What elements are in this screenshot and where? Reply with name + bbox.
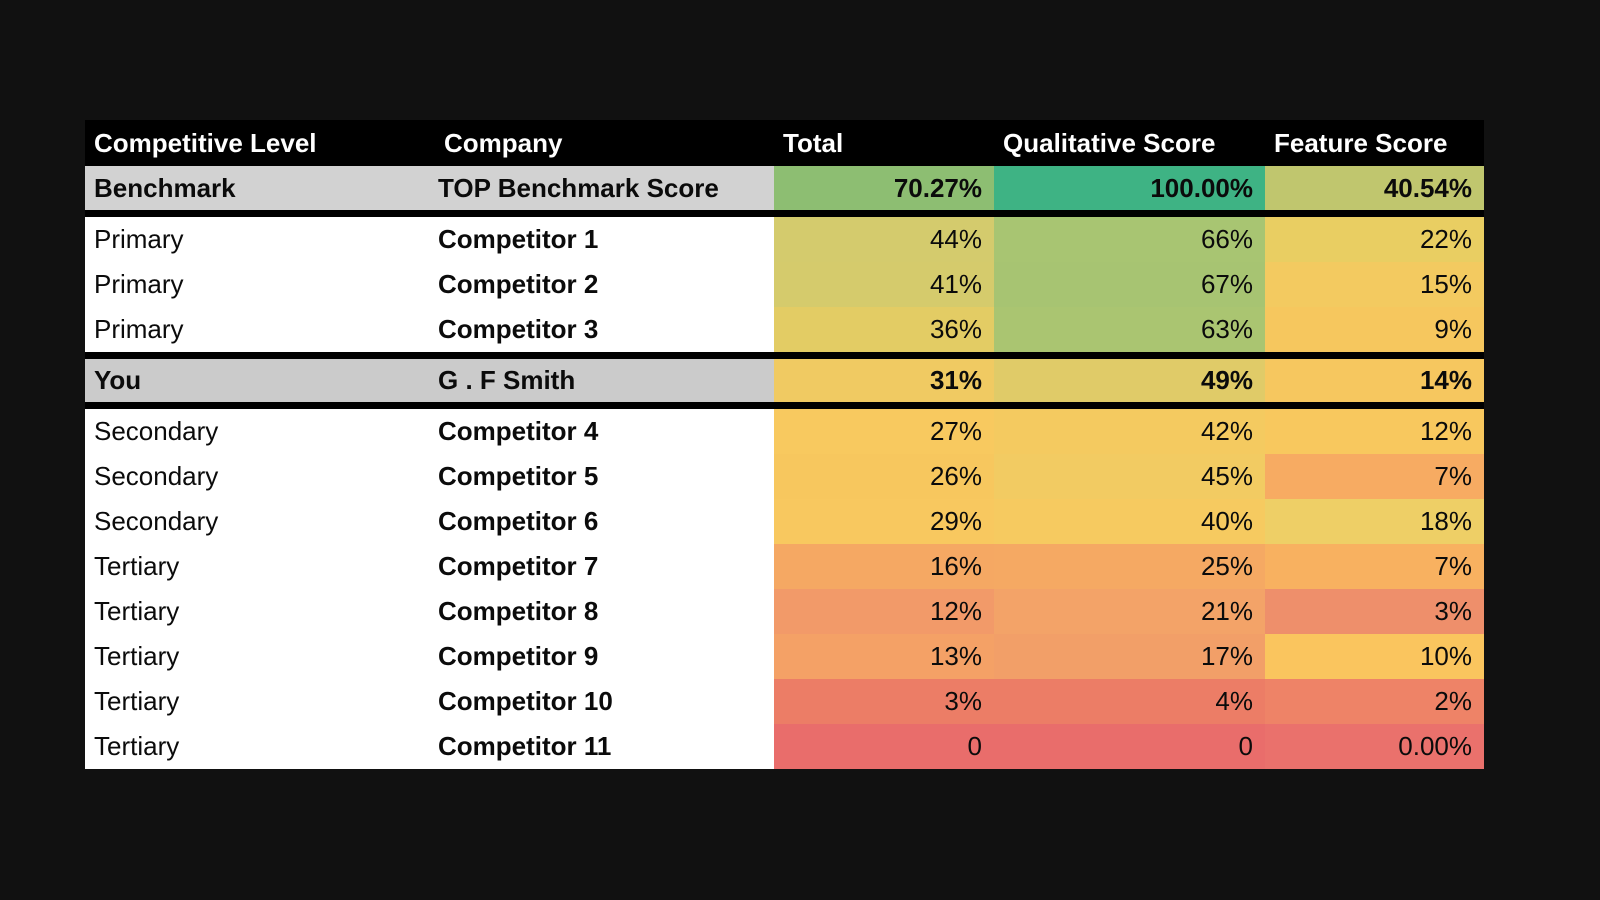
section-divider (85, 352, 1484, 359)
level-cell[interactable]: Secondary (85, 454, 435, 499)
section-divider (85, 402, 1484, 409)
level-cell[interactable]: Tertiary (85, 679, 435, 724)
level-cell[interactable]: Secondary (85, 499, 435, 544)
table-header-row: Competitive Level Company Total Qualitat… (85, 120, 1484, 166)
table-body: Benchmark TOP Benchmark Score 70.27% 100… (85, 166, 1484, 769)
level-cell[interactable]: Primary (85, 262, 435, 307)
qualitative-cell[interactable]: 21% (994, 589, 1265, 634)
header-qualitative-score: Qualitative Score (1003, 127, 1216, 158)
total-cell[interactable]: 27% (774, 409, 994, 454)
level-cell[interactable]: You (85, 359, 435, 402)
table-row: Tertiary Competitor 10 3% 4% 2% (85, 679, 1484, 724)
header-competitive-level: Competitive Level (94, 127, 317, 158)
total-cell[interactable]: 70.27% (774, 166, 994, 210)
level-cell[interactable]: Tertiary (85, 589, 435, 634)
table-row: Tertiary Competitor 11 0 0 0.00% (85, 724, 1484, 769)
total-cell[interactable]: 29% (774, 499, 994, 544)
table-row: Secondary Competitor 5 26% 45% 7% (85, 454, 1484, 499)
table-row: Benchmark TOP Benchmark Score 70.27% 100… (85, 166, 1484, 210)
feature-cell[interactable]: 7% (1265, 454, 1484, 499)
section-divider (85, 210, 1484, 217)
qualitative-cell[interactable]: 49% (994, 359, 1265, 402)
feature-cell[interactable]: 15% (1265, 262, 1484, 307)
total-cell[interactable]: 0 (774, 724, 994, 769)
table-row: Primary Competitor 1 44% 66% 22% (85, 217, 1484, 262)
feature-cell[interactable]: 3% (1265, 589, 1484, 634)
total-cell[interactable]: 41% (774, 262, 994, 307)
level-cell[interactable]: Tertiary (85, 634, 435, 679)
company-cell[interactable]: TOP Benchmark Score (435, 166, 774, 210)
feature-cell[interactable]: 12% (1265, 409, 1484, 454)
feature-cell[interactable]: 9% (1265, 307, 1484, 352)
qualitative-cell[interactable]: 42% (994, 409, 1265, 454)
company-cell[interactable]: Competitor 5 (435, 454, 774, 499)
header-company: Company (444, 127, 563, 158)
feature-cell[interactable]: 10% (1265, 634, 1484, 679)
feature-cell[interactable]: 40.54% (1265, 166, 1484, 210)
total-cell[interactable]: 3% (774, 679, 994, 724)
feature-cell[interactable]: 7% (1265, 544, 1484, 589)
company-cell[interactable]: Competitor 7 (435, 544, 774, 589)
feature-cell[interactable]: 0.00% (1265, 724, 1484, 769)
qualitative-cell[interactable]: 45% (994, 454, 1265, 499)
total-cell[interactable]: 16% (774, 544, 994, 589)
company-cell[interactable]: Competitor 4 (435, 409, 774, 454)
table-row: Secondary Competitor 6 29% 40% 18% (85, 499, 1484, 544)
qualitative-cell[interactable]: 67% (994, 262, 1265, 307)
table-row: Primary Competitor 2 41% 67% 15% (85, 262, 1484, 307)
feature-cell[interactable]: 2% (1265, 679, 1484, 724)
header-total: Total (783, 127, 844, 158)
level-cell[interactable]: Tertiary (85, 544, 435, 589)
table-row: Secondary Competitor 4 27% 42% 12% (85, 409, 1484, 454)
feature-cell[interactable]: 22% (1265, 217, 1484, 262)
qualitative-cell[interactable]: 0 (994, 724, 1265, 769)
company-cell[interactable]: Competitor 6 (435, 499, 774, 544)
benchmark-table: Competitive Level Company Total Qualitat… (85, 120, 1484, 769)
table-row: Tertiary Competitor 9 13% 17% 10% (85, 634, 1484, 679)
level-cell[interactable]: Secondary (85, 409, 435, 454)
company-cell[interactable]: Competitor 1 (435, 217, 774, 262)
total-cell[interactable]: 36% (774, 307, 994, 352)
feature-cell[interactable]: 14% (1265, 359, 1484, 402)
header-feature-score: Feature Score (1274, 127, 1448, 158)
level-cell[interactable]: Primary (85, 217, 435, 262)
total-cell[interactable]: 26% (774, 454, 994, 499)
total-cell[interactable]: 13% (774, 634, 994, 679)
qualitative-cell[interactable]: 63% (994, 307, 1265, 352)
company-cell[interactable]: Competitor 3 (435, 307, 774, 352)
feature-cell[interactable]: 18% (1265, 499, 1484, 544)
level-cell[interactable]: Primary (85, 307, 435, 352)
qualitative-cell[interactable]: 100.00% (994, 166, 1265, 210)
table-row: Tertiary Competitor 7 16% 25% 7% (85, 544, 1484, 589)
table-row: Tertiary Competitor 8 12% 21% 3% (85, 589, 1484, 634)
company-cell[interactable]: Competitor 9 (435, 634, 774, 679)
total-cell[interactable]: 12% (774, 589, 994, 634)
qualitative-cell[interactable]: 17% (994, 634, 1265, 679)
table-row: You G . F Smith 31% 49% 14% (85, 359, 1484, 402)
total-cell[interactable]: 31% (774, 359, 994, 402)
company-cell[interactable]: Competitor 10 (435, 679, 774, 724)
company-cell[interactable]: Competitor 11 (435, 724, 774, 769)
qualitative-cell[interactable]: 66% (994, 217, 1265, 262)
qualitative-cell[interactable]: 25% (994, 544, 1265, 589)
qualitative-cell[interactable]: 4% (994, 679, 1265, 724)
table-row: Primary Competitor 3 36% 63% 9% (85, 307, 1484, 352)
company-cell[interactable]: Competitor 8 (435, 589, 774, 634)
company-cell[interactable]: Competitor 2 (435, 262, 774, 307)
level-cell[interactable]: Benchmark (85, 166, 435, 210)
level-cell[interactable]: Tertiary (85, 724, 435, 769)
total-cell[interactable]: 44% (774, 217, 994, 262)
qualitative-cell[interactable]: 40% (994, 499, 1265, 544)
company-cell[interactable]: G . F Smith (435, 359, 774, 402)
